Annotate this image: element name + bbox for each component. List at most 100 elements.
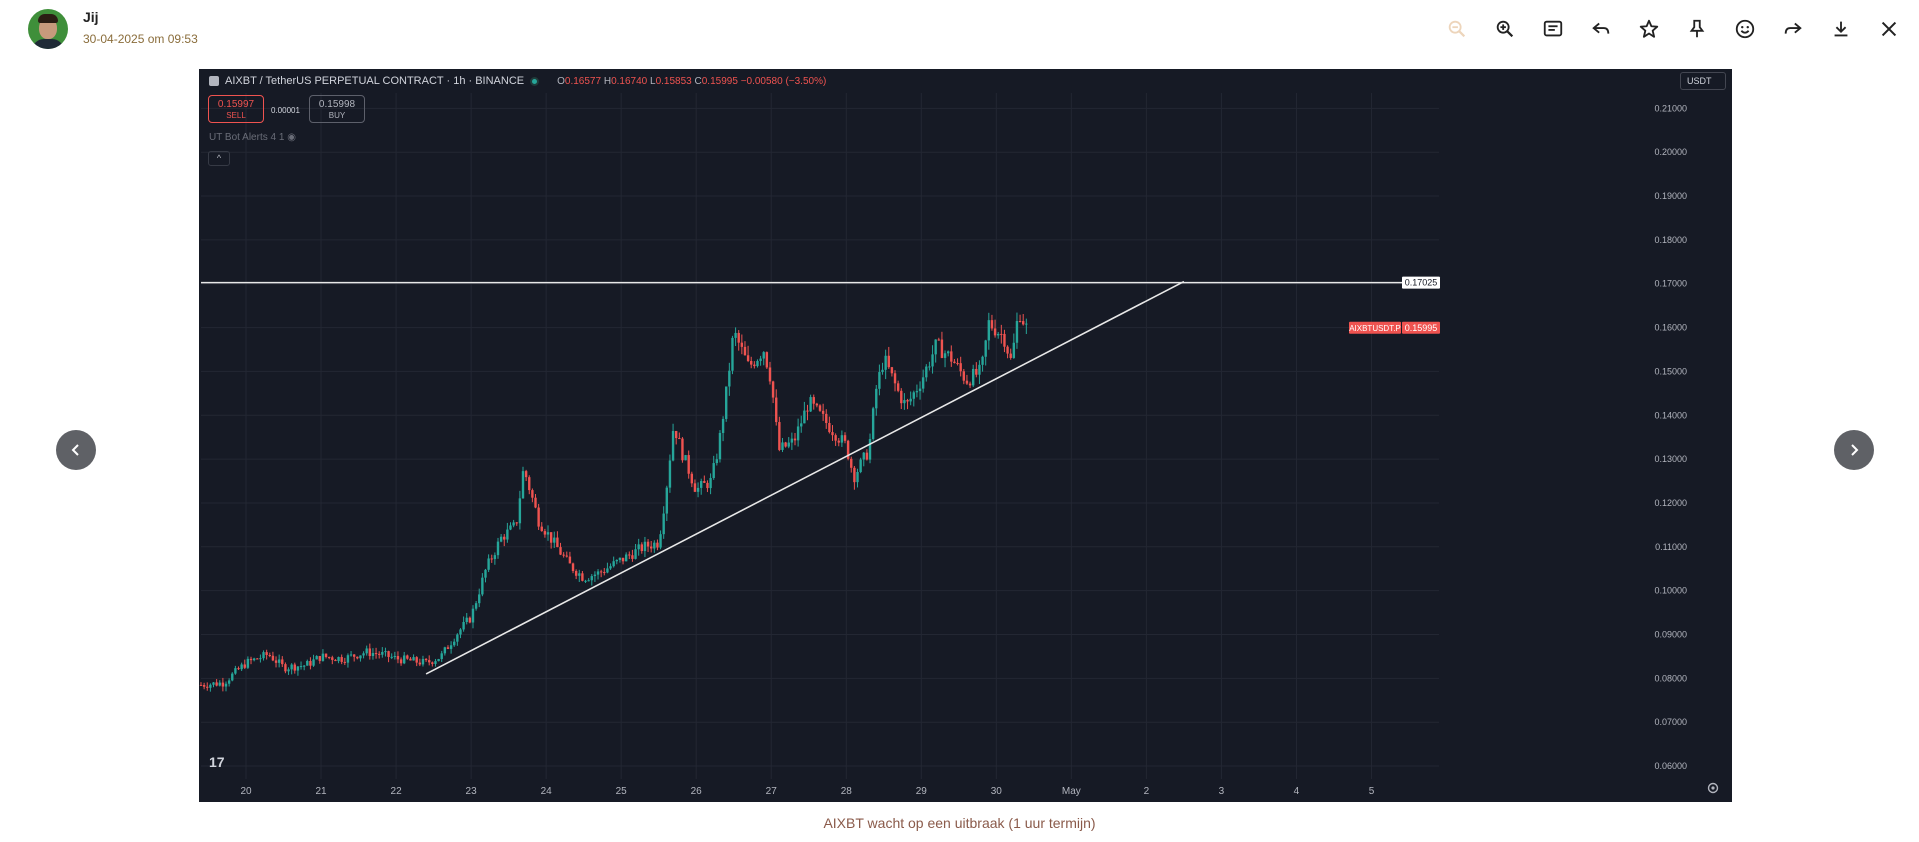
candle-body <box>428 660 431 663</box>
candle-body <box>296 666 300 671</box>
zoom-out-icon <box>1448 20 1466 38</box>
collapse-indicators-button[interactable]: ^ <box>208 151 230 166</box>
candle-body <box>690 473 694 484</box>
candle-body <box>284 664 287 672</box>
caption-icon <box>1543 20 1563 37</box>
candle-body <box>431 662 434 664</box>
avatar[interactable] <box>28 9 68 49</box>
pin-button[interactable] <box>1681 14 1713 44</box>
zoom-in-button[interactable] <box>1489 14 1521 44</box>
candle-body <box>646 541 650 547</box>
emoji-button[interactable] <box>1729 14 1761 44</box>
candle-body <box>962 371 966 381</box>
caption-button[interactable] <box>1537 14 1569 44</box>
candle-body <box>352 654 356 657</box>
candle-body <box>484 569 487 578</box>
candle-body <box>521 471 525 499</box>
candle-body <box>653 542 656 549</box>
candle-body <box>493 555 497 560</box>
previous-image-button[interactable] <box>56 430 96 470</box>
candle-body <box>349 654 353 656</box>
reply-button[interactable] <box>1585 14 1617 44</box>
candle-body <box>956 363 959 365</box>
candle-body <box>950 351 953 362</box>
star-button[interactable] <box>1633 14 1665 44</box>
candle-body <box>302 665 306 667</box>
candle-body <box>946 351 950 354</box>
y-tick-label: 0.16000 <box>1654 323 1687 333</box>
candle-body <box>884 355 887 370</box>
y-tick-label: 0.17000 <box>1654 279 1687 289</box>
symbol-tag-label: AIXBTUSDT.P <box>1349 324 1401 333</box>
candle-body <box>221 682 225 687</box>
candle-body <box>603 572 606 574</box>
candle-body <box>1000 333 1003 335</box>
candle-body <box>775 397 778 423</box>
buy-button[interactable]: 0.15998 BUY <box>309 95 365 123</box>
candle-body <box>252 658 256 661</box>
x-tick-label: 25 <box>616 786 628 797</box>
sell-label: SELL <box>226 111 246 120</box>
candle-body <box>840 435 844 443</box>
candle-body <box>731 337 734 371</box>
symbol-tag <box>1349 321 1401 334</box>
candle-body <box>293 664 296 671</box>
candle-body <box>912 392 915 399</box>
candle-body <box>271 655 275 661</box>
candle-body <box>940 339 944 358</box>
pin-icon <box>1689 19 1705 38</box>
candle-body <box>212 682 215 685</box>
candle-body <box>371 653 375 657</box>
candle-body <box>415 657 418 663</box>
sell-button[interactable]: 0.15997 SELL <box>208 95 264 123</box>
forward-button[interactable] <box>1777 14 1809 44</box>
x-tick-label: 29 <box>916 786 928 797</box>
download-button[interactable] <box>1825 14 1857 44</box>
candle-body <box>778 422 781 450</box>
candle-body <box>418 662 422 665</box>
gear-icon[interactable] <box>1706 781 1720 795</box>
candle-body <box>715 459 719 464</box>
candle-body <box>359 655 362 659</box>
candle-body <box>887 355 890 368</box>
candle-body <box>981 356 984 365</box>
x-tick-label: 23 <box>466 786 478 797</box>
y-tick-label: 0.08000 <box>1654 673 1687 683</box>
candle-body <box>718 432 722 460</box>
candle-body <box>243 664 246 668</box>
candle-body <box>218 682 221 686</box>
ohlc-values: O0.16577 H0.16740 L0.15853 C0.15995 −0.0… <box>557 75 827 87</box>
candle-body <box>343 661 347 663</box>
candle-body <box>565 555 568 557</box>
next-image-button[interactable] <box>1834 430 1874 470</box>
candle-body <box>590 576 593 581</box>
candle-body <box>781 442 784 450</box>
candle-body <box>765 352 769 368</box>
candle-body <box>678 438 681 440</box>
resistance-price-label: 0.17025 <box>1405 278 1438 288</box>
candle-body <box>793 438 797 441</box>
candle-body <box>459 629 462 635</box>
tradingview-logo: 17 <box>209 754 225 770</box>
candle-body <box>553 537 556 543</box>
candle-body <box>568 556 572 564</box>
chart-image[interactable]: 20 21 22 23 24 25 26 27 28 29 30 May 2 3 4 5 0.06000 0.07… <box>199 69 1732 802</box>
candle-body <box>240 664 243 670</box>
candle-body <box>515 522 518 524</box>
zoom-out-button[interactable] <box>1441 14 1473 44</box>
candle-body <box>696 487 700 492</box>
y-tick-label: 0.14000 <box>1654 410 1687 420</box>
candle-body <box>506 529 509 540</box>
candle-body <box>643 541 647 552</box>
candle-body <box>290 664 293 670</box>
close-button[interactable] <box>1873 14 1905 44</box>
support-trendline <box>425 280 1185 675</box>
y-tick-label: 0.13000 <box>1654 454 1687 464</box>
candle-body <box>656 542 659 548</box>
candle-body <box>337 657 340 662</box>
candle-body <box>528 477 531 491</box>
candle-body <box>737 332 740 343</box>
candle-body <box>312 659 315 666</box>
candle-body <box>1009 353 1012 358</box>
currency-selector[interactable]: USDT <box>1680 72 1726 90</box>
